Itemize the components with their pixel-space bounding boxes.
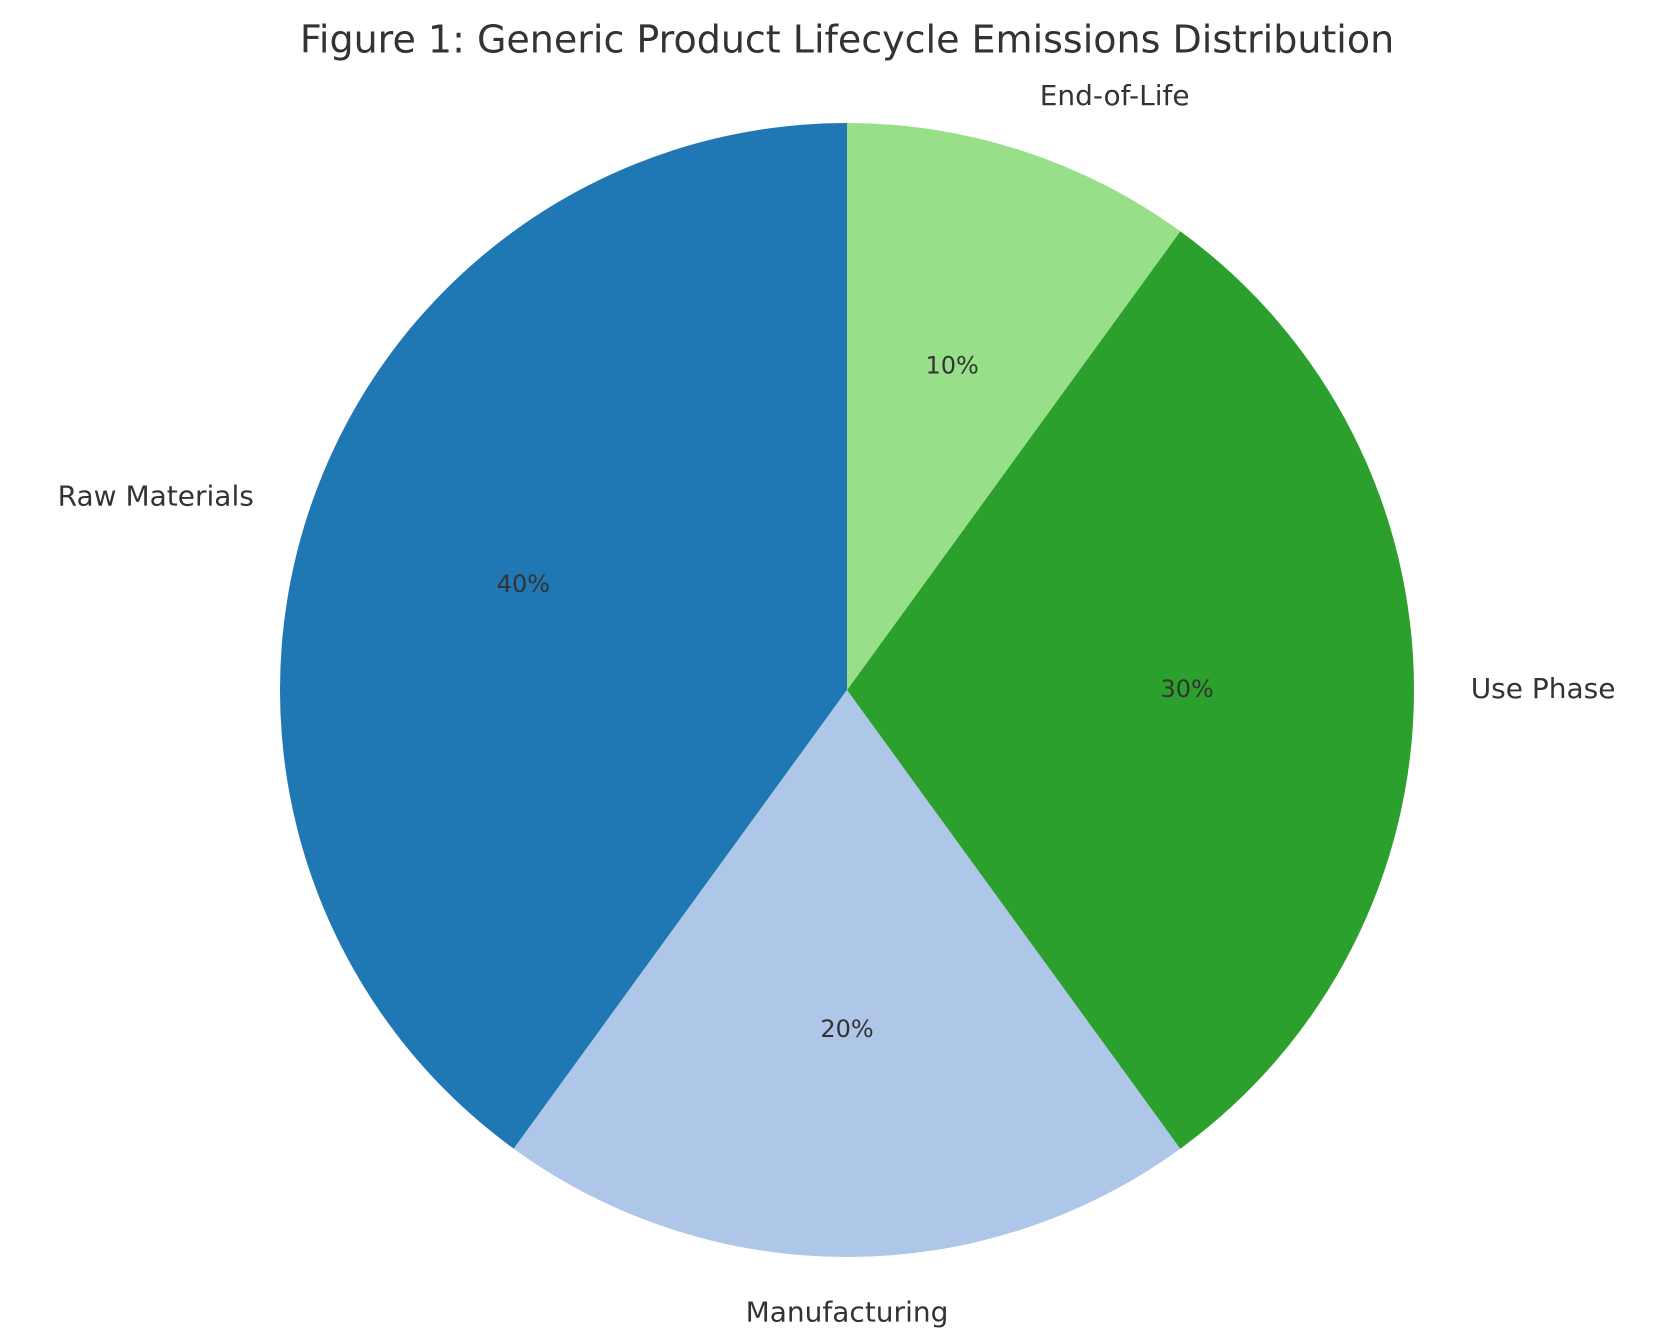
value-label: 40% bbox=[497, 570, 550, 598]
pie-slice bbox=[513, 690, 1181, 1258]
pie-slice bbox=[847, 231, 1414, 1149]
value-label: 10% bbox=[925, 351, 978, 379]
slice-label: Manufacturing bbox=[746, 1296, 949, 1329]
slice-label: End-of-Life bbox=[1040, 79, 1190, 112]
chart-title: Figure 1: Generic Product Lifecycle Emis… bbox=[300, 18, 1394, 62]
pie-slice bbox=[279, 123, 847, 1149]
value-label: 20% bbox=[820, 1015, 873, 1043]
slice-label: Raw Materials bbox=[58, 479, 254, 512]
value-label: 30% bbox=[1161, 675, 1214, 703]
pie-slice bbox=[847, 123, 1181, 690]
slice-label: Use Phase bbox=[1471, 672, 1616, 705]
